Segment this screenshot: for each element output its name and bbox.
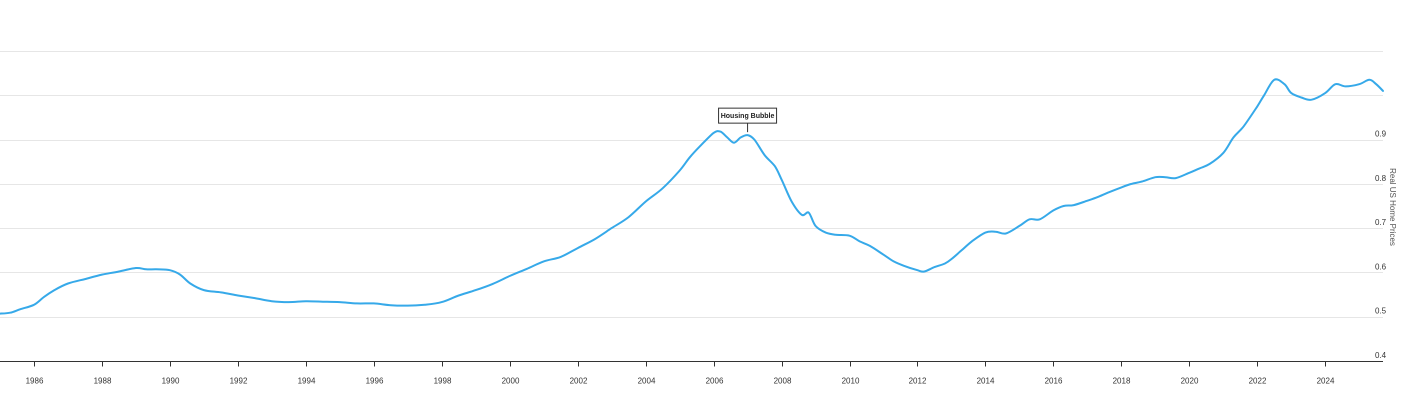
x-tick-label: 2008 [774, 377, 792, 386]
y-tick-label: 0.5 [1375, 307, 1387, 316]
x-tick-label: 1990 [162, 377, 180, 386]
x-tick-label: 1998 [434, 377, 452, 386]
annotation-label: Housing Bubble [721, 113, 775, 120]
grid-lines [0, 51, 1383, 318]
y-tick-label: 0.6 [1375, 262, 1387, 271]
x-tick-label: 2012 [909, 377, 927, 386]
x-tick-label: 2018 [1113, 377, 1131, 386]
x-tick-label: 2010 [842, 377, 860, 386]
annotations: Housing Bubble [718, 107, 778, 133]
y-axis-title: Real US Home Prices [1388, 168, 1397, 246]
x-tick-label: 1986 [26, 377, 44, 386]
annotation-box [718, 107, 778, 124]
x-tick-label: 2006 [706, 377, 724, 386]
x-tick-label: 2014 [977, 377, 995, 386]
x-tick-label: 2024 [1317, 377, 1335, 386]
x-tick-label: 1988 [94, 377, 112, 386]
x-tick-label: 2022 [1249, 377, 1267, 386]
annotation-housing-bubble: Housing Bubble [718, 107, 778, 133]
x-tick-label: 2016 [1045, 377, 1063, 386]
x-tick-label: 2000 [502, 377, 520, 386]
x-tick-label: 2002 [570, 377, 588, 386]
y-tick-label: 0.8 [1375, 174, 1387, 183]
y-tick-label: 0.9 [1375, 130, 1387, 139]
x-tick-label: 1992 [230, 377, 248, 386]
series-line-home-prices [0, 78, 1384, 315]
x-tick-label: 1994 [298, 377, 316, 386]
x-tick-label: 2004 [638, 377, 656, 386]
x-tick-label: 2020 [1181, 377, 1199, 386]
y-axis-ticks: 0.4 0.5 0.6 0.7 0.8 0.9 [1375, 130, 1387, 360]
y-tick-label: 0.4 [1375, 351, 1387, 360]
x-axis-ticks: 1986 1988 1990 1992 1994 1996 1998 2000 2002 2004… [26, 361, 1335, 386]
y-tick-label: 0.7 [1375, 218, 1387, 227]
x-tick-label: 1996 [366, 377, 384, 386]
